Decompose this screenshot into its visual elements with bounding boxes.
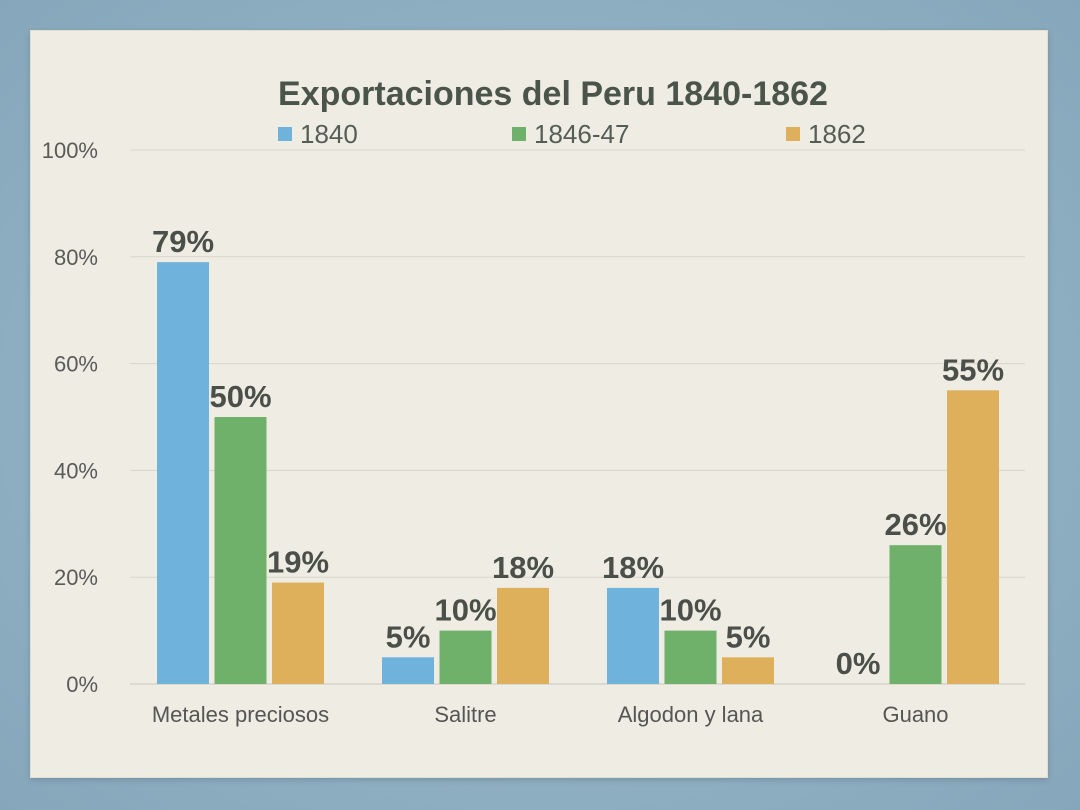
data-label: 10%	[434, 593, 496, 628]
bar	[889, 545, 942, 684]
legend-label: 1846-47	[534, 119, 629, 149]
data-label: 19%	[267, 545, 329, 580]
y-tick-label: 100%	[42, 138, 98, 163]
chart-title: Exportaciones del Peru 1840-1862	[278, 75, 828, 113]
legend: 1840 1846-47 1862	[278, 119, 866, 149]
legend-swatch	[278, 127, 292, 141]
legend-label: 1862	[808, 119, 866, 149]
category-label: Metales preciosos	[152, 702, 329, 727]
bar	[272, 582, 324, 684]
bar	[664, 630, 717, 684]
y-axis-ticks: 0% 20% 40% 60% 80% 100%	[42, 138, 98, 697]
data-label: 18%	[492, 550, 554, 585]
x-axis-categories: Metales preciosos Salitre Algodon y lana Gu…	[152, 702, 949, 727]
bar	[497, 587, 549, 684]
legend-swatch	[512, 127, 526, 141]
bar	[157, 262, 209, 684]
category-label: Guano	[882, 702, 948, 727]
data-label: 50%	[209, 379, 271, 414]
y-tick-label: 60%	[54, 352, 98, 377]
bar	[947, 390, 999, 684]
category-label: Algodon y lana	[618, 702, 764, 727]
data-label: 79%	[152, 224, 214, 259]
y-tick-label: 20%	[54, 565, 98, 590]
category-label: Salitre	[434, 702, 496, 727]
bar	[214, 417, 267, 684]
data-label: 18%	[602, 550, 664, 585]
bar	[382, 657, 434, 684]
data-labels: 79%50%19%5%10%18% 18%10%5%0%26%55%	[152, 224, 1004, 681]
legend-swatch	[786, 127, 800, 141]
data-label: 10%	[659, 593, 721, 628]
bars	[157, 262, 999, 684]
data-label: 5%	[386, 619, 431, 654]
bar	[607, 587, 659, 684]
data-label: 0%	[836, 646, 881, 681]
legend-label: 1840	[300, 119, 358, 149]
y-tick-label: 0%	[66, 672, 98, 697]
data-label: 5%	[726, 619, 771, 654]
data-label: 26%	[884, 507, 946, 542]
data-label: 55%	[942, 352, 1004, 387]
bar	[722, 657, 774, 684]
y-tick-label: 40%	[54, 458, 98, 483]
y-tick-label: 80%	[54, 245, 98, 270]
bar	[439, 630, 492, 684]
